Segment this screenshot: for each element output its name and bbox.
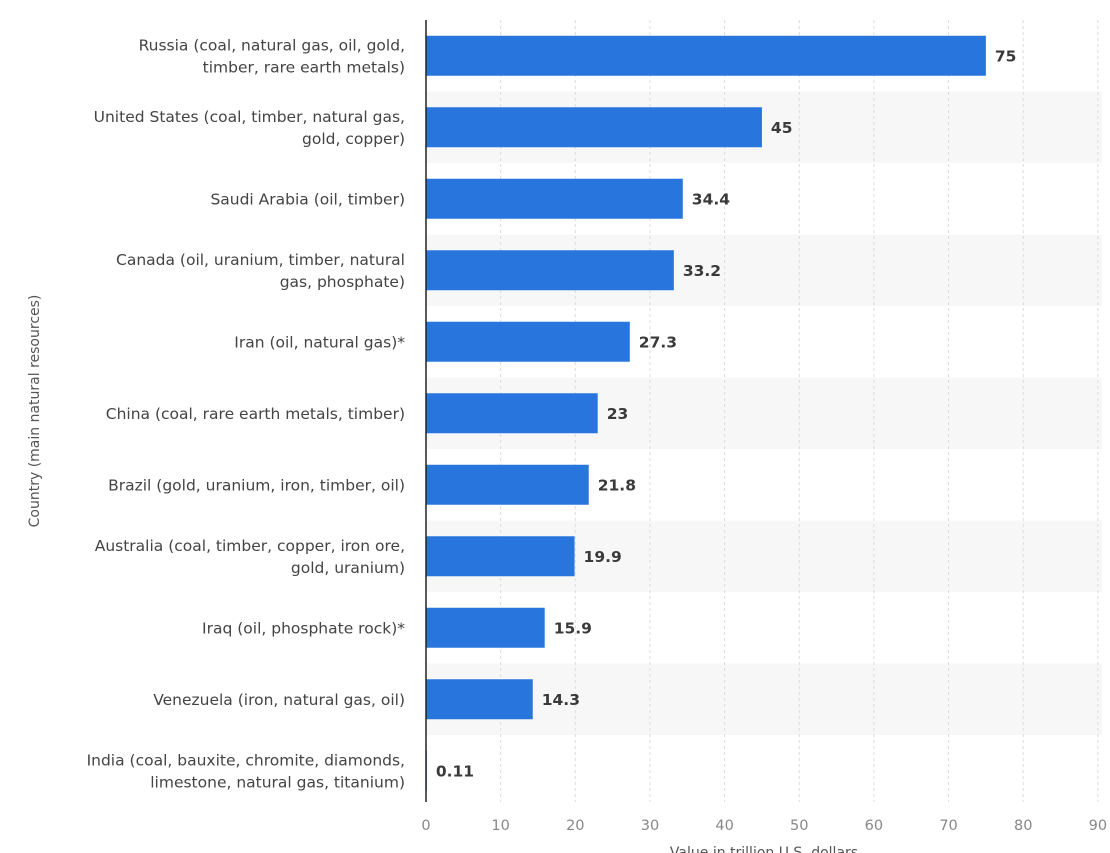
bar — [426, 250, 674, 291]
x-tick-label: 70 — [939, 818, 957, 834]
bar — [426, 607, 545, 648]
value-label: 19.9 — [584, 548, 622, 566]
category-label: Australia (coal, timber, copper, iron or… — [95, 537, 405, 577]
x-tick-label: 40 — [715, 818, 733, 834]
x-tick-label: 80 — [1014, 818, 1032, 834]
category-label: United States (coal, timber, natural gas… — [94, 108, 405, 148]
x-tick-label: 60 — [865, 818, 883, 834]
x-tick-label: 90 — [1089, 818, 1107, 834]
category-label: Saudi Arabia (oil, timber) — [210, 190, 405, 208]
bar — [426, 178, 683, 219]
category-label: Russia (coal, natural gas, oil, gold, tim… — [139, 36, 405, 76]
category-label: Canada (oil, uranium, timber, natural gas… — [116, 251, 405, 291]
bar — [426, 393, 598, 434]
category-label: Iraq (oil, phosphate rock)* — [202, 619, 405, 637]
category-label: China (coal, rare earth metals, timber) — [106, 405, 405, 423]
x-tick-label: 50 — [790, 818, 808, 834]
y-axis-title: Country (main natural resources) — [27, 295, 43, 528]
x-tick-label: 30 — [641, 818, 659, 834]
category-label: India (coal, bauxite, chromite, diamonds… — [87, 751, 405, 791]
row-bands — [426, 91, 1102, 735]
bar — [426, 35, 986, 76]
bar — [426, 679, 533, 720]
bars — [426, 35, 986, 791]
category-label: Brazil (gold, uranium, iron, timber, oil… — [108, 476, 405, 494]
bar — [426, 321, 630, 362]
value-label: 15.9 — [554, 619, 592, 637]
x-tick-label: 0 — [421, 818, 430, 834]
value-label: 33.2 — [683, 262, 721, 280]
x-tick-label: 20 — [566, 818, 584, 834]
value-labels: 75 45 34.4 33.2 27.3 23 21.8 19.9 15.9 14.3 0.11 — [436, 47, 1017, 780]
category-label: Venezuela (iron, natural gas, oil) — [153, 691, 405, 709]
value-label: 34.4 — [692, 190, 730, 208]
value-label: 0.11 — [436, 762, 474, 780]
value-label: 27.3 — [639, 333, 677, 351]
x-tick-label: 10 — [491, 818, 509, 834]
value-label: 23 — [607, 405, 629, 423]
row-band — [426, 663, 1102, 735]
x-tick-labels: 0 10 20 30 40 50 60 70 80 90 — [421, 818, 1107, 834]
bar — [426, 107, 762, 148]
bar — [426, 464, 589, 505]
value-label: 45 — [771, 119, 793, 137]
value-label: 21.8 — [598, 476, 636, 494]
category-label: Iran (oil, natural gas)* — [234, 333, 405, 351]
category-labels: Russia (coal, natural gas, oil, gold, tim… — [87, 36, 406, 791]
x-axis-title: Value in trillion U.S. dollars — [670, 845, 858, 853]
bar — [426, 536, 575, 577]
value-label: 14.3 — [542, 691, 580, 709]
value-label: 75 — [995, 47, 1017, 65]
